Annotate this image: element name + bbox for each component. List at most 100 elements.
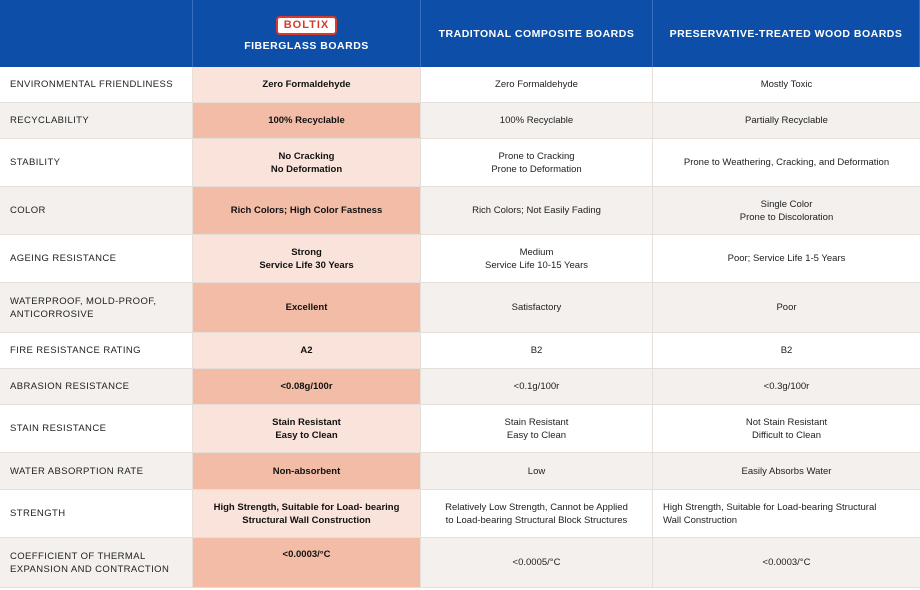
composite-value: Zero Formaldehyde [421,67,653,103]
cell-text: Not Stain Resistant [745,416,828,428]
row-label: ENVIRONMENTAL FRIENDLINESS [0,67,193,103]
cell-text: Prone to Cracking [498,150,575,162]
wood-value: Poor [653,283,920,333]
cell-text: WATER ABSORPTION RATE [10,465,144,477]
fiberglass-value: Stain Resistant Easy to Clean [193,405,421,453]
cell-text: Stain Resistant [504,416,569,428]
composite-value: B2 [421,333,653,369]
row-label: ABRASION RESISTANCE [0,369,193,405]
cell-text: <0.1g/100r [513,381,560,392]
cell-text: Easy to Clean [506,429,567,441]
wood-value: <0.0003/°C [653,538,920,588]
cell-text: STAIN RESISTANCE [10,423,107,434]
cell-text: Zero Formaldehyde [262,79,351,90]
cell-text: 100% Recyclable [268,115,345,126]
composite-value: Medium Service Life 10-15 Years [421,235,653,283]
cell-text: Satisfactory [511,302,562,313]
cell-text: Prone to Discoloration [739,211,834,223]
cell-text: A2 [300,345,313,356]
cell-text: to Load-bearing Structural Block Structu… [445,514,628,526]
cell-text: Poor; Service Life 1-5 Years [727,253,846,264]
fiberglass-value: Strong Service Life 30 Years [193,235,421,283]
header-wood: PRESERVATIVE-TREATED WOOD BOARDS [653,0,920,67]
header-fiberglass-label: FIBERGLASS BOARDS [244,39,369,52]
cell-text: AGEING RESISTANCE [10,253,117,264]
row-label: AGEING RESISTANCE [0,235,193,283]
header-wood-label: PRESERVATIVE-TREATED WOOD BOARDS [669,27,903,40]
row-label: RECYCLABILITY [0,103,193,139]
wood-value: Easily Absorbs Water [653,453,920,490]
cell-text: No Deformation [270,163,343,175]
wood-value: Prone to Weathering, Cracking, and Defor… [653,139,920,187]
cell-text: ABRASION RESISTANCE [10,381,130,392]
row-label: STABILITY [0,139,193,187]
wood-value: Poor; Service Life 1-5 Years [653,235,920,283]
wood-value: High Strength, Suitable for Load-bearing… [653,490,920,538]
fiberglass-value: High Strength, Suitable for Load- bearin… [193,490,421,538]
cell-text: RECYCLABILITY [10,115,90,126]
wood-value: B2 [653,333,920,369]
composite-value: Low [421,453,653,490]
cell-text: Single Color [760,198,813,210]
cell-text: <0.0003/°C [762,557,811,568]
cell-text: Rich Colors; High Color Fastness [230,205,383,216]
composite-value: Satisfactory [421,283,653,333]
cell-text: Difficult to Clean [751,429,821,441]
cell-text: Service Life 10-15 Years [485,259,588,271]
row-label: COEFFICIENT OF THERMAL EXPANSION AND CONT… [0,538,193,588]
wood-value: Single Color Prone to Discoloration [653,187,920,235]
cell-text: <0.08g/100r [280,381,333,392]
fiberglass-value: Non-absorbent [193,453,421,490]
composite-value: Rich Colors; Not Easily Fading [421,187,653,235]
header-fiberglass: BOLTIX FIBERGLASS BOARDS [193,0,421,67]
cell-text: Non-absorbent [272,465,341,477]
fiberglass-value: Excellent [193,283,421,333]
cell-text: COEFFICIENT OF THERMAL [10,550,146,562]
cell-text: STRENGTH [10,508,66,519]
fiberglass-value: <0.08g/100r [193,369,421,405]
cell-text: WATERPROOF, MOLD-PROOF, [10,295,157,307]
cell-text: Rich Colors; Not Easily Fading [472,205,601,216]
header-blank [0,0,193,67]
fiberglass-value: No Cracking No Deformation [193,139,421,187]
composite-value: Stain Resistant Easy to Clean [421,405,653,453]
cell-text: <0.3g/100r [763,381,810,392]
cell-text: Poor [776,302,797,313]
cell-text: B2 [530,345,543,356]
composite-value: <0.1g/100r [421,369,653,405]
cell-text: Strong [291,246,322,258]
cell-text: Excellent [285,302,328,313]
cell-text: Easy to Clean [275,429,338,441]
wood-value: <0.3g/100r [653,369,920,405]
cell-text: EXPANSION AND CONTRACTION [10,563,170,575]
row-label: WATERPROOF, MOLD-PROOF, ANTICORROSIVE [0,283,193,333]
header-composite: TRADITONAL COMPOSITE BOARDS [421,0,653,67]
composite-value: Prone to Cracking Prone to Deformation [421,139,653,187]
wood-value: Mostly Toxic [653,67,920,103]
cell-text: Structural Wall Construction [242,514,371,526]
fiberglass-value: <0.0003/°C [193,538,421,588]
composite-value: 100% Recyclable [421,103,653,139]
fiberglass-value: 100% Recyclable [193,103,421,139]
cell-text: ANTICORROSIVE [10,308,94,320]
cell-text: ENVIRONMENTAL FRIENDLINESS [10,79,173,90]
cell-text: High Strength, Suitable for Load-bearing… [663,501,877,513]
row-label: FIRE RESISTANCE RATING [0,333,193,369]
cell-text: Partially Recyclable [745,115,828,126]
cell-text: Prone to Deformation [491,163,582,175]
fiberglass-value: Zero Formaldehyde [193,67,421,103]
fiberglass-value: A2 [193,333,421,369]
header-composite-label: TRADITONAL COMPOSITE BOARDS [438,27,635,40]
cell-text: Mostly Toxic [760,79,813,90]
cell-text: High Strength, Suitable for Load- bearin… [213,501,400,513]
cell-text: Zero Formaldehyde [495,79,578,90]
cell-text: Low [527,465,546,477]
cell-text: <0.0003/°C [282,549,331,560]
cell-text: Service Life 30 Years [259,259,354,271]
row-label: STAIN RESISTANCE [0,405,193,453]
cell-text: Stain Resistant [272,416,341,428]
cell-text: 100% Recyclable [499,115,574,126]
cell-text: Easily Absorbs Water [741,465,832,477]
fiberglass-value: Rich Colors; High Color Fastness [193,187,421,235]
